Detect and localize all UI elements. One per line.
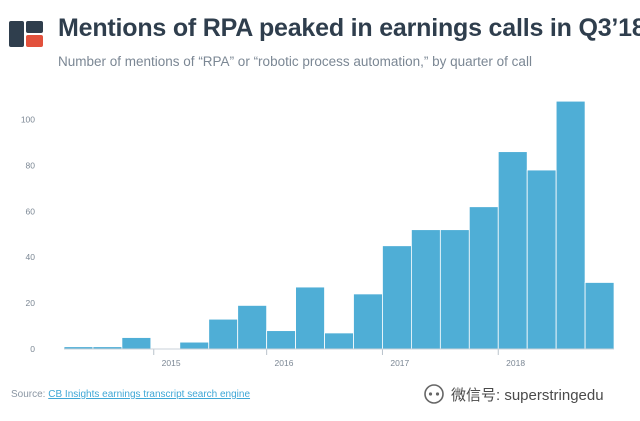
bar bbox=[468, 206, 499, 350]
y-tick-label: 20 bbox=[26, 298, 36, 308]
bar bbox=[410, 229, 441, 350]
bar bbox=[353, 293, 383, 350]
bar bbox=[584, 282, 615, 350]
x-axis-ticks: 2015 2016 2017 2018 bbox=[64, 348, 615, 368]
chart-subtitle: Number of mentions of “RPA” or “robotic … bbox=[58, 54, 532, 69]
x-tick-label: 2018 bbox=[506, 358, 525, 368]
bar bbox=[555, 100, 586, 350]
bar bbox=[295, 286, 325, 350]
bar bbox=[121, 337, 152, 350]
watermark-text: 微信号: superstringedu bbox=[451, 386, 604, 404]
bar bbox=[382, 245, 412, 350]
y-tick-label: 60 bbox=[26, 206, 36, 216]
source-line: Source: CB Insights earnings transcript … bbox=[11, 389, 250, 400]
x-tick-label: 2017 bbox=[390, 358, 409, 368]
bar bbox=[237, 304, 268, 350]
y-tick-label: 40 bbox=[26, 252, 36, 262]
y-tick-label: 0 bbox=[30, 344, 35, 354]
x-tick-label: 2015 bbox=[162, 358, 181, 368]
bar bbox=[179, 341, 210, 350]
bar bbox=[439, 229, 470, 350]
bar bbox=[208, 318, 239, 350]
bars-group bbox=[63, 100, 615, 350]
wechat-icon bbox=[424, 384, 444, 404]
cb-insights-logo-icon bbox=[9, 21, 43, 47]
bar bbox=[324, 332, 354, 350]
source-prefix: Source: bbox=[11, 389, 46, 400]
y-axis-ticks: 0 20 40 60 80 100 bbox=[21, 115, 35, 354]
bar bbox=[497, 151, 528, 350]
x-tick-label: 2016 bbox=[275, 358, 294, 368]
y-tick-label: 80 bbox=[26, 160, 36, 170]
chart-title: Mentions of RPA peaked in earnings calls… bbox=[58, 14, 640, 42]
bar bbox=[266, 330, 296, 350]
source-link[interactable]: CB Insights earnings transcript search e… bbox=[48, 389, 251, 400]
wechat-watermark: 微信号: superstringedu bbox=[423, 380, 604, 408]
bar bbox=[526, 169, 557, 350]
y-tick-label: 100 bbox=[21, 115, 35, 125]
